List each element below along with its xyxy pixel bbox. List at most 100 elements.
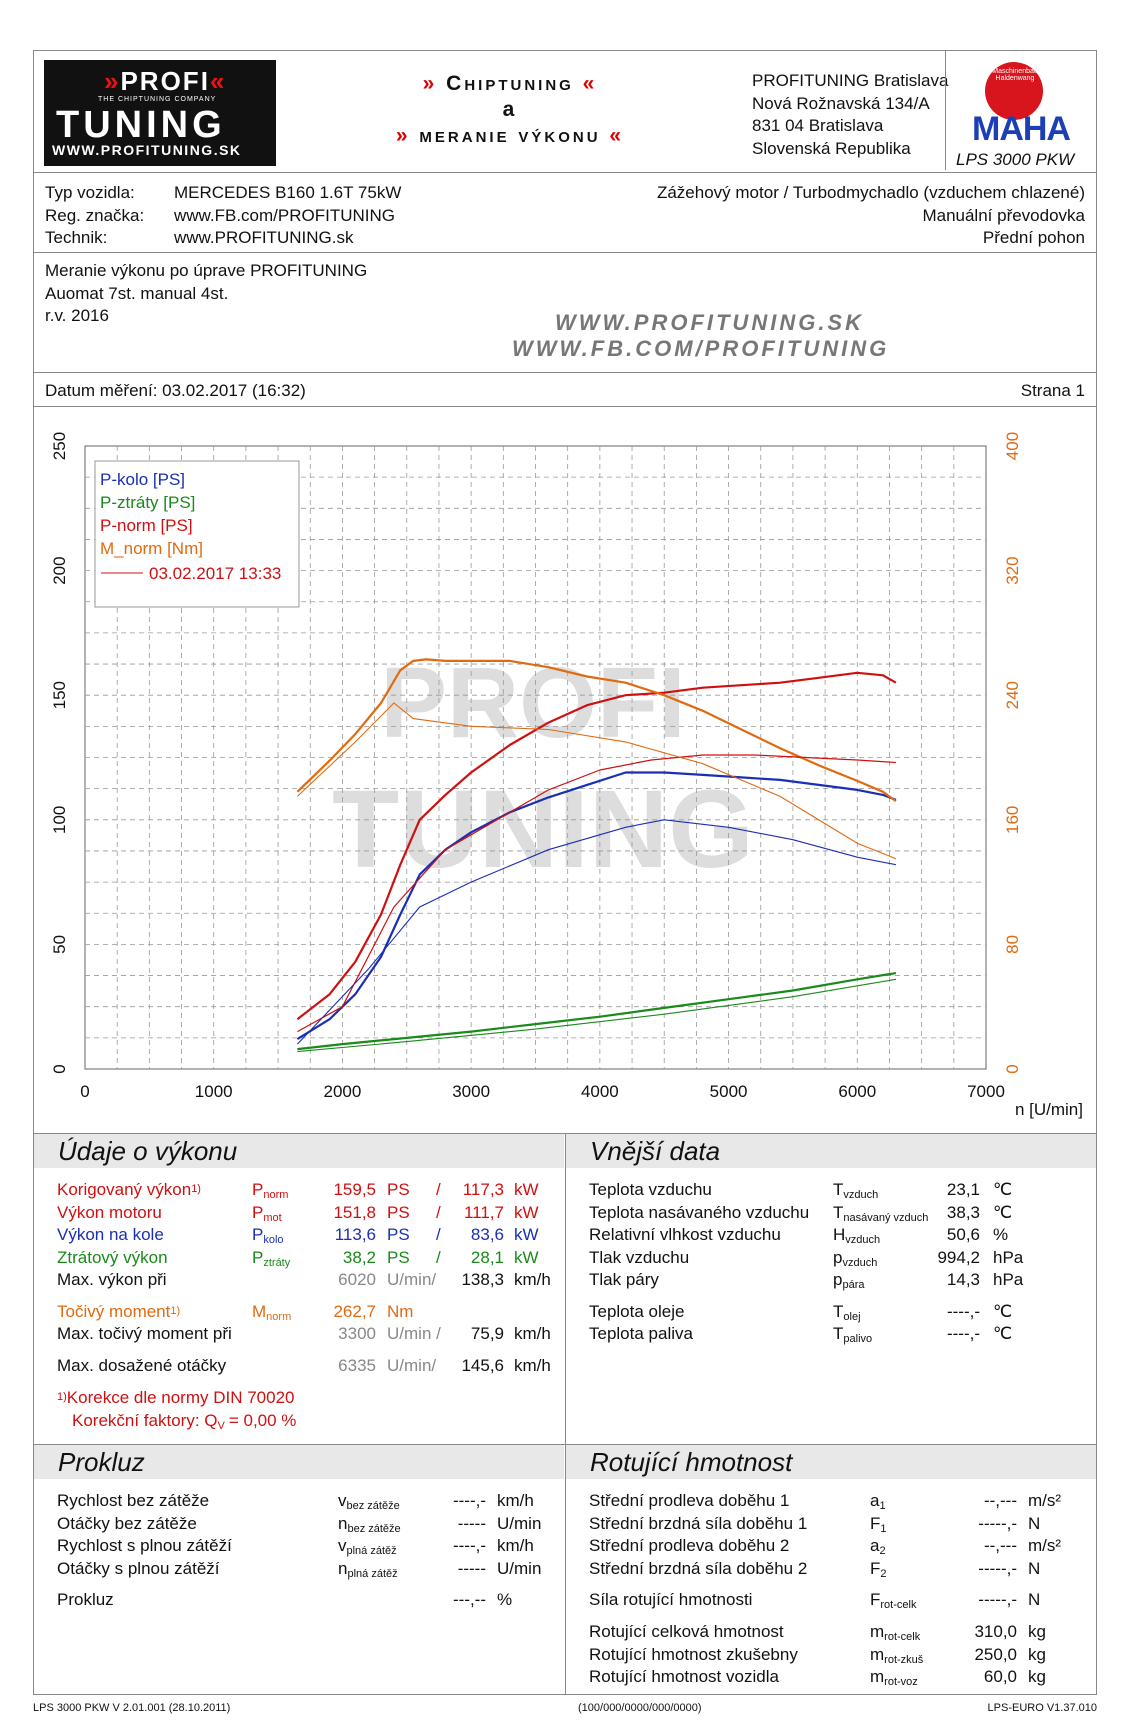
torque-label: Točivý moment1)	[57, 1302, 180, 1322]
label-sup: 1)	[170, 1305, 181, 1317]
rotujici-unit: N	[1028, 1590, 1041, 1609]
rotujici-symbol-symbol: a	[870, 1491, 880, 1510]
y2-tick-label: 400	[1003, 432, 1022, 460]
rotujici-symbol-symbol: a	[870, 1536, 880, 1555]
vnejsi-symbol: Tpalivo	[833, 1324, 872, 1345]
header-divider	[945, 50, 946, 170]
divider	[33, 172, 1097, 173]
y2-tick-label: 320	[1003, 556, 1022, 584]
rotujici-symbol: a2	[870, 1536, 886, 1557]
vnejsi-label: Teplota vzduchu	[589, 1180, 712, 1199]
vehicle-labels: Typ vozidla: Reg. značka: Technik:	[45, 183, 145, 247]
vykon-sep: /	[436, 1180, 441, 1199]
vykon-row-symbol-subscript: mot	[263, 1211, 282, 1224]
x-tick-label: 5000	[710, 1082, 748, 1101]
rotujici-unit: m/s²	[1028, 1536, 1062, 1555]
rotujici-symbol: mrot-zkuš	[870, 1645, 923, 1666]
vykon-ps-unit: PS	[387, 1225, 410, 1244]
y2-tick-label: 160	[1003, 806, 1022, 834]
vykon-kw-unit: kW	[514, 1180, 539, 1199]
vykon-row-symbol-subscript: ztráty	[263, 1256, 291, 1269]
page-frame	[33, 50, 1097, 1695]
label-text: Ztrátový výkon	[57, 1247, 168, 1267]
series-line-2	[297, 972, 897, 1051]
rotujici-label: Střední prodleva doběhu 1	[589, 1491, 790, 1510]
prokluz-symbol-subscript: plná zátěž	[347, 1567, 398, 1580]
rotujici-value: 60,0	[983, 1667, 1017, 1686]
vykon-row-symbol-symbol: P	[252, 1225, 264, 1244]
vnejsi-symbol: Hvzduch	[833, 1225, 880, 1246]
vnejsi-symbol-symbol: p	[833, 1270, 843, 1289]
y-tick-label: 100	[50, 806, 69, 834]
rotujici-value: -----,-	[978, 1558, 1017, 1578]
rotujici-symbol-symbol: F	[870, 1590, 881, 1609]
rotujici-unit: m/s²	[1028, 1491, 1062, 1510]
label-sup: 1)	[191, 1183, 201, 1195]
vnejsi-unit: hPa	[993, 1270, 1024, 1289]
rotujici-symbol: F2	[870, 1559, 887, 1580]
vnejsi-symbol-symbol: T	[833, 1202, 844, 1222]
vykon-maxp-label: Max. výkon při	[57, 1270, 167, 1289]
vykon-row-symbol-subscript: kolo	[263, 1234, 284, 1246]
footer-euro: LPS-EURO V1.37.010	[987, 1702, 1097, 1714]
rotujici-symbol-subscript: rot-zkuš	[884, 1653, 924, 1666]
rotujici-value: 250,0	[974, 1644, 1017, 1664]
footer-code: (100/000/0000/000/0000)	[578, 1702, 702, 1714]
x-tick-label: 2000	[324, 1082, 362, 1101]
vykon-maxrpm-rpm: 6335	[338, 1356, 376, 1375]
logo-top: »PROFI«	[104, 66, 227, 96]
vnejsi-value: ----,-	[946, 1324, 980, 1343]
vnejsi-unit: hPa	[993, 1247, 1024, 1267]
vnejsi-value: 994,2	[937, 1247, 980, 1267]
vykon-maxp-speed: 138,3	[461, 1270, 504, 1289]
vykon-row-label: Výkon motoru	[57, 1203, 162, 1223]
vykon-row-symbol-subscript: norm	[263, 1189, 289, 1201]
y-tick-label: 0	[50, 1064, 69, 1073]
prokluz-symbol: vbez zátěže	[338, 1491, 400, 1512]
rotujici-symbol-subscript: 2	[879, 1545, 886, 1557]
vnejsi-symbol-symbol: H	[833, 1225, 846, 1244]
torque-value: 262,7	[333, 1302, 376, 1321]
vnejsi-label: Teplota paliva	[589, 1324, 693, 1343]
vykon-maxrpm-label: Max. dosažené otáčky	[57, 1356, 227, 1375]
rotujici-value: 310,0	[974, 1622, 1017, 1641]
x-tick-label: 6000	[838, 1082, 876, 1101]
prokluz-value: ----,-	[452, 1491, 486, 1510]
rotujici-symbol-symbol: m	[870, 1667, 885, 1686]
vykon-kw-value: 111,7	[463, 1202, 504, 1222]
vnejsi-symbol-subscript: vzduch	[842, 1256, 878, 1269]
chart-legend: P-kolo [PS] P-ztráty [PS] P-norm [PS] M_nor…	[94, 460, 300, 608]
vykon-row-label: Ztrátový výkon	[57, 1248, 168, 1268]
prokluz-symbol-symbol: v	[338, 1491, 347, 1510]
vykon-row-symbol: Pztráty	[252, 1248, 290, 1269]
vnejsi-unit: %	[993, 1225, 1009, 1244]
legend-entry: 03.02.2017 13:33	[149, 564, 281, 583]
vnejsi-unit: ℃	[993, 1324, 1013, 1343]
cf-label: Korekční faktory: Q	[72, 1411, 218, 1430]
rotujici-unit: kg	[1028, 1622, 1046, 1641]
note-sup: 1)	[57, 1391, 67, 1403]
vnejsi-unit: ℃	[993, 1202, 1013, 1222]
rotujici-symbol: F1	[870, 1514, 887, 1535]
vykon-kw-unit: kW	[514, 1202, 539, 1222]
measurement-date: Datum měření: 03.02.2017 (16:32)	[45, 381, 306, 400]
rotujici-symbol-symbol: m	[870, 1644, 885, 1664]
vykon-maxp-unit: U/min/	[387, 1270, 437, 1289]
torque-symbol: Mnorm	[252, 1302, 291, 1323]
legend-entry: P-kolo [PS]	[100, 470, 185, 489]
vnejsi-unit: ℃	[993, 1180, 1013, 1199]
rotujici-symbol: mrot-celk	[870, 1622, 920, 1643]
vykon-row-symbol: Pmot	[252, 1203, 282, 1224]
y-tick-label: 50	[50, 935, 69, 954]
rotujici-unit: kg	[1028, 1667, 1046, 1686]
rotujici-label: Střední brzdná síla doběhu 2	[589, 1558, 808, 1578]
vykon-row-label: Výkon na kole	[57, 1225, 164, 1245]
prokluz-unit: km/h	[497, 1536, 534, 1555]
vnejsi-label: Teplota nasávaného vzduchu	[589, 1202, 810, 1222]
vykon-maxt-speed: 75,9	[470, 1324, 504, 1343]
rotujici-symbol-symbol: F	[870, 1558, 881, 1578]
vykon-ps-value: 151,8	[333, 1202, 376, 1222]
vykon-ps-unit: PS	[387, 1180, 410, 1199]
rotujici-symbol-symbol: m	[870, 1622, 885, 1641]
rotujici-symbol: Frot-celk	[870, 1590, 916, 1611]
